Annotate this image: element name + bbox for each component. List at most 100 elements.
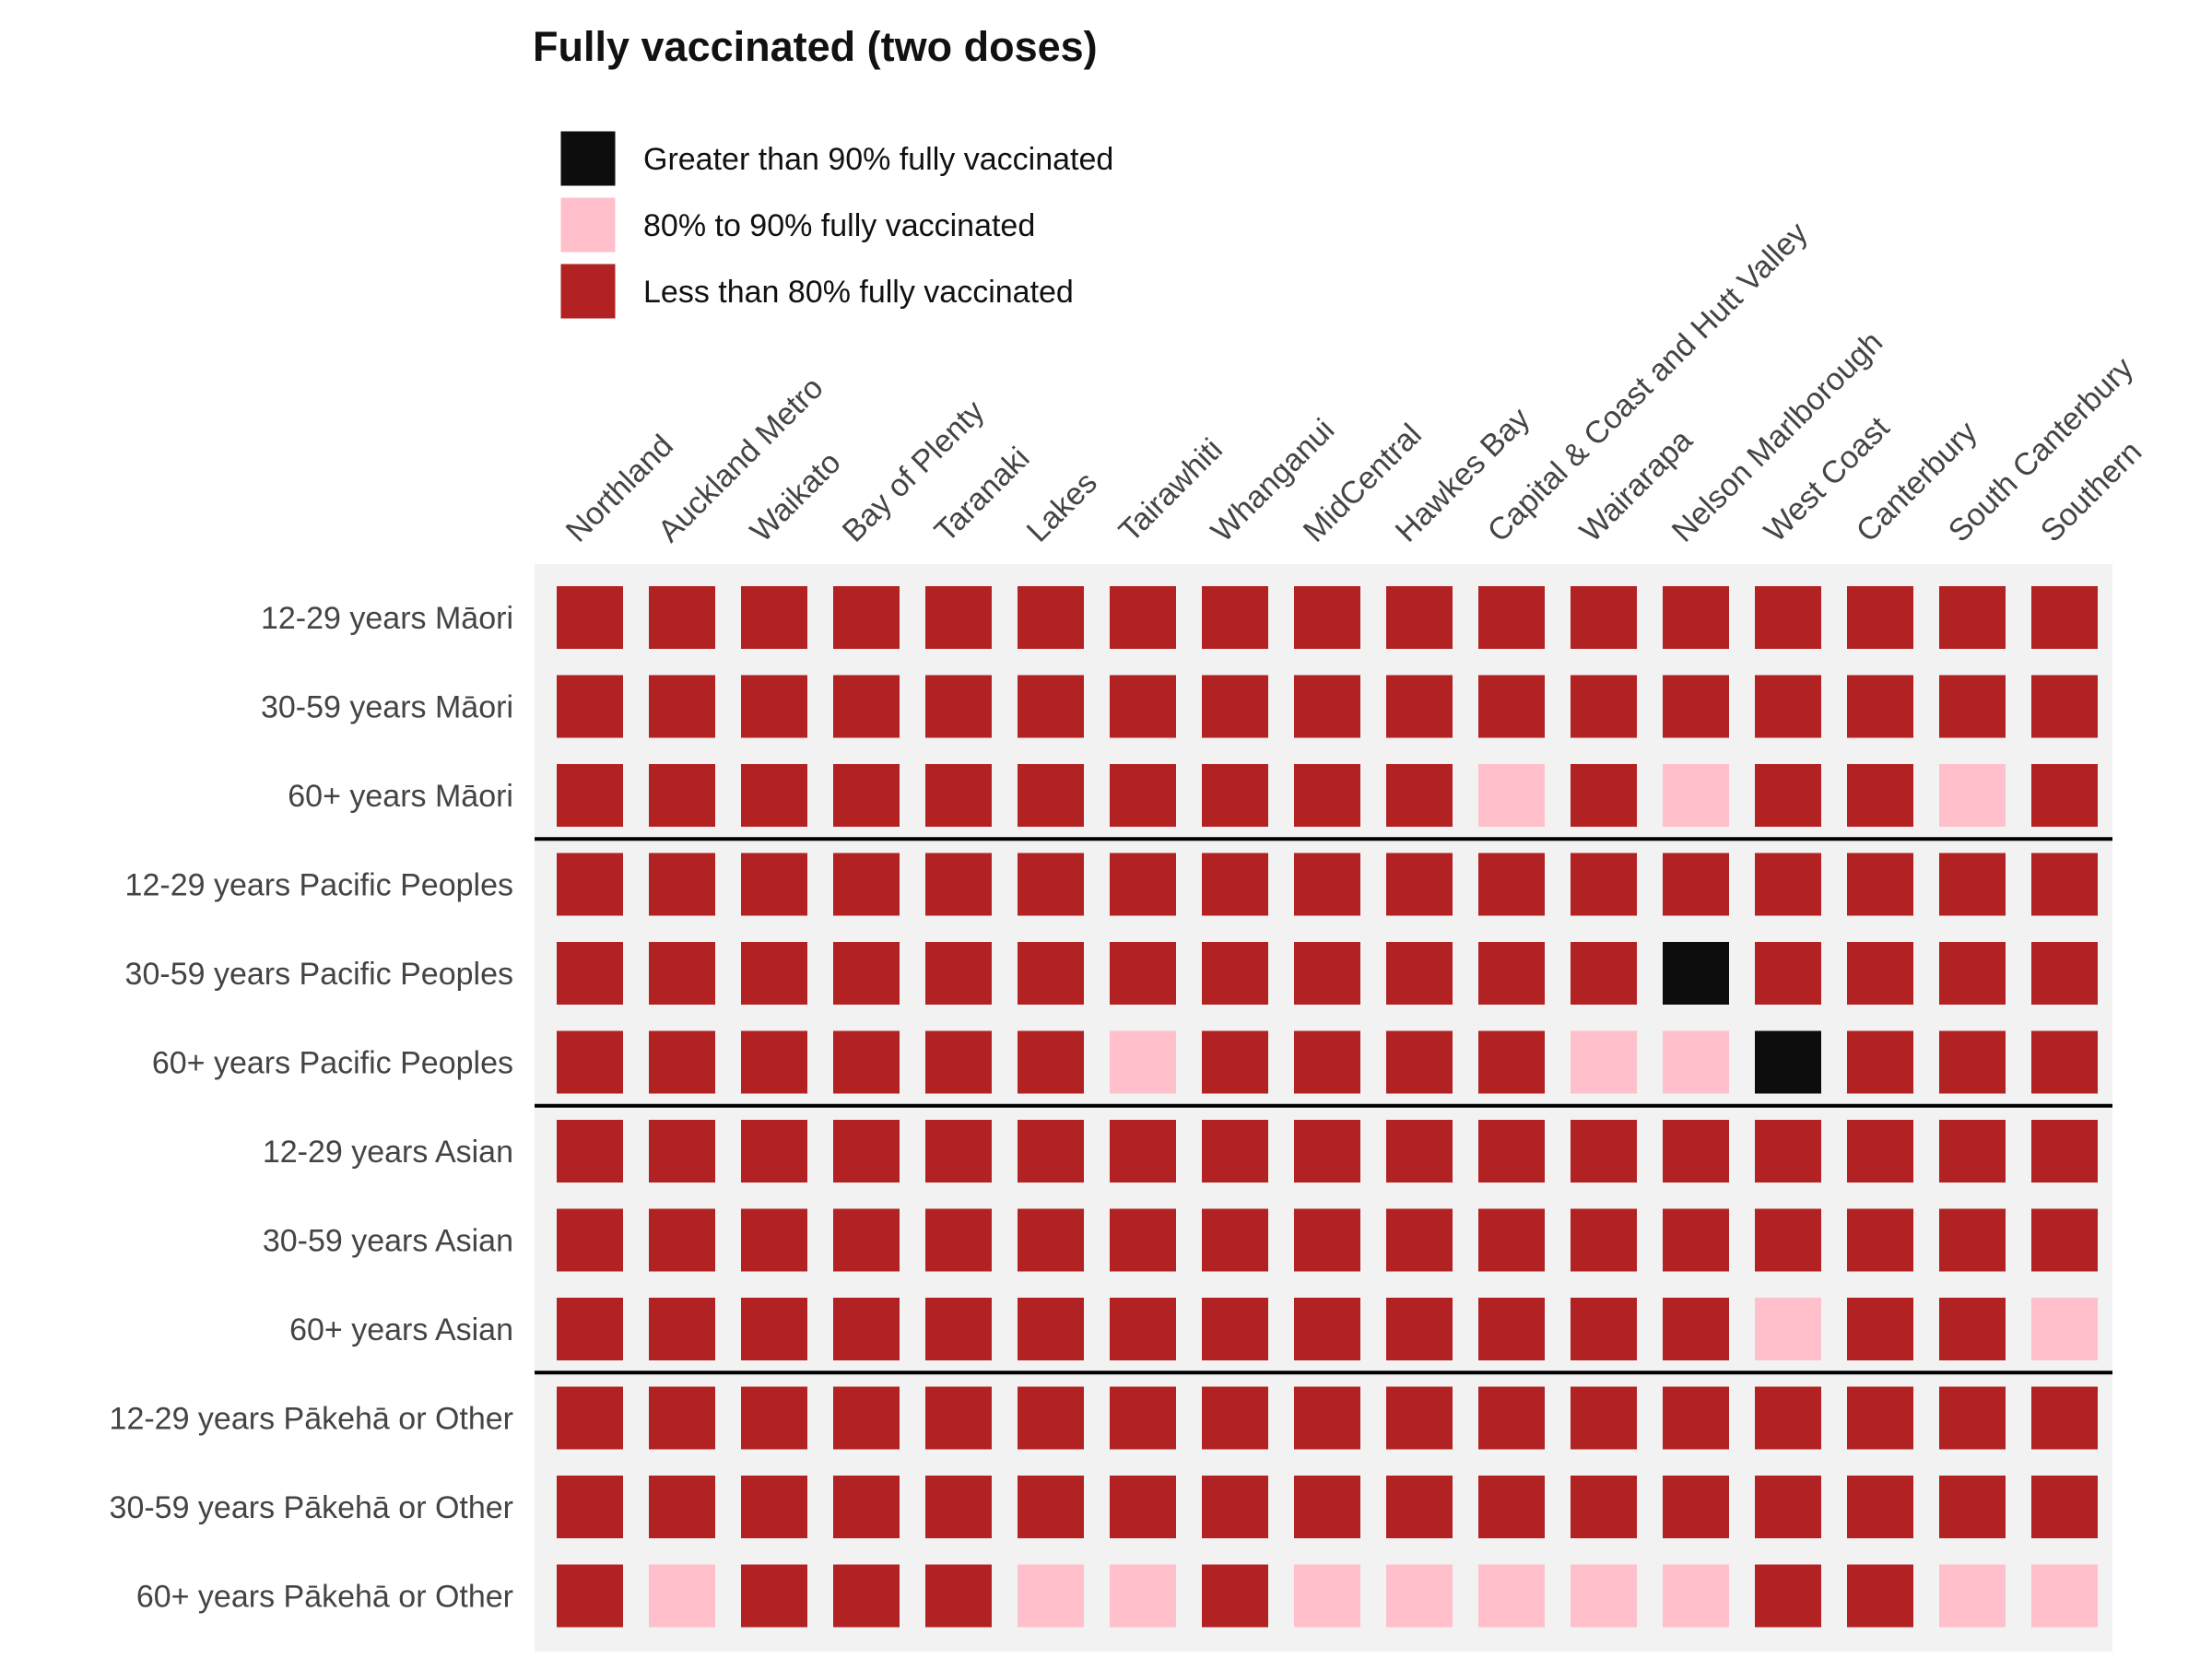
cell-60-years-pakeha-or-other-northland — [557, 1564, 623, 1628]
cell-30-59-years-asian-south-canterbury — [1939, 1208, 2006, 1272]
cell-30-59-years-asian-northland — [557, 1208, 623, 1272]
cell-60-years-pacific-peoples-south-canterbury — [1939, 1030, 2006, 1094]
cell-12-29-years-maori-bay-of-plenty — [833, 586, 900, 649]
cell-12-29-years-pacific-peoples-hawkes-bay — [1386, 853, 1453, 916]
cell-12-29-years-pacific-peoples-south-canterbury — [1939, 853, 2006, 916]
row-label-30-59-years-pakeha-or-other: 30-59 years Pākehā or Other — [110, 1490, 513, 1525]
cell-12-29-years-pacific-peoples-auckland-metro — [649, 853, 715, 916]
cell-60-years-pacific-peoples-midcentral — [1294, 1030, 1360, 1094]
cell-30-59-years-pacific-peoples-auckland-metro — [649, 942, 715, 1005]
cell-12-29-years-asian-lakes — [1018, 1120, 1084, 1182]
cell-12-29-years-pakeha-or-other-wairarapa — [1571, 1386, 1637, 1450]
cell-30-59-years-asian-hawkes-bay — [1386, 1208, 1453, 1272]
cell-60-years-pakeha-or-other-auckland-metro — [649, 1564, 715, 1628]
cell-30-59-years-asian-west-coast — [1755, 1208, 1821, 1272]
cell-12-29-years-asian-canterbury — [1847, 1120, 1913, 1182]
cell-60-years-asian-tairawhiti — [1110, 1298, 1176, 1360]
chart-title: Fully vaccinated (two doses) — [533, 23, 1098, 70]
cell-12-29-years-asian-wairarapa — [1571, 1120, 1637, 1182]
cell-30-59-years-maori-northland — [557, 675, 623, 738]
cell-12-29-years-pakeha-or-other-canterbury — [1847, 1386, 1913, 1450]
cell-60-years-pakeha-or-other-bay-of-plenty — [833, 1564, 900, 1628]
cell-12-29-years-asian-capital-and-coast-and-hutt-valley — [1478, 1120, 1545, 1182]
legend-swatch-high — [558, 128, 618, 189]
cell-60-years-maori-auckland-metro — [649, 764, 715, 827]
cell-12-29-years-asian-waikato — [741, 1120, 807, 1182]
cell-12-29-years-pacific-peoples-waikato — [741, 853, 807, 916]
cell-12-29-years-pakeha-or-other-lakes — [1018, 1386, 1084, 1450]
cell-30-59-years-pakeha-or-other-southern — [2031, 1476, 2098, 1538]
cell-60-years-maori-taranaki — [925, 764, 992, 827]
legend-label-low: Less than 80% fully vaccinated — [643, 275, 1074, 310]
row-label-60-years-maori: 60+ years Māori — [288, 779, 513, 814]
cell-30-59-years-pakeha-or-other-taranaki — [925, 1476, 992, 1538]
cell-30-59-years-maori-canterbury — [1847, 675, 1913, 738]
cell-12-29-years-asian-nelson-marlborough — [1663, 1120, 1729, 1182]
cell-30-59-years-pakeha-or-other-wairarapa — [1571, 1476, 1637, 1538]
cell-30-59-years-asian-capital-and-coast-and-hutt-valley — [1478, 1208, 1545, 1272]
cell-60-years-asian-taranaki — [925, 1298, 992, 1360]
cell-30-59-years-pakeha-or-other-south-canterbury — [1939, 1476, 2006, 1538]
cell-60-years-pakeha-or-other-tairawhiti — [1110, 1564, 1176, 1628]
cell-12-29-years-pakeha-or-other-hawkes-bay — [1386, 1386, 1453, 1450]
cell-12-29-years-pacific-peoples-west-coast — [1755, 853, 1821, 916]
cell-30-59-years-maori-southern — [2031, 675, 2098, 738]
cell-60-years-pakeha-or-other-taranaki — [925, 1564, 992, 1628]
cell-12-29-years-asian-south-canterbury — [1939, 1120, 2006, 1182]
cell-12-29-years-maori-capital-and-coast-and-hutt-valley — [1478, 586, 1545, 649]
cell-30-59-years-pacific-peoples-northland — [557, 942, 623, 1005]
cell-30-59-years-pacific-peoples-hawkes-bay — [1386, 942, 1453, 1005]
cell-60-years-pacific-peoples-bay-of-plenty — [833, 1030, 900, 1094]
cell-30-59-years-maori-auckland-metro — [649, 675, 715, 738]
cell-12-29-years-pakeha-or-other-whanganui — [1202, 1386, 1268, 1450]
cell-60-years-pakeha-or-other-waikato — [741, 1564, 807, 1628]
cell-12-29-years-pacific-peoples-midcentral — [1294, 853, 1360, 916]
row-label-30-59-years-asian: 30-59 years Asian — [263, 1224, 513, 1259]
cell-12-29-years-pakeha-or-other-tairawhiti — [1110, 1386, 1176, 1450]
cell-30-59-years-pacific-peoples-south-canterbury — [1939, 942, 2006, 1005]
cell-30-59-years-asian-whanganui — [1202, 1208, 1268, 1272]
legend-label-mid: 80% to 90% fully vaccinated — [643, 208, 1035, 243]
cell-30-59-years-pakeha-or-other-nelson-marlborough — [1663, 1476, 1729, 1538]
cell-12-29-years-pakeha-or-other-nelson-marlborough — [1663, 1386, 1729, 1450]
cell-12-29-years-maori-whanganui — [1202, 586, 1268, 649]
cell-12-29-years-maori-wairarapa — [1571, 586, 1637, 649]
cell-12-29-years-asian-taranaki — [925, 1120, 992, 1182]
cell-12-29-years-pacific-peoples-tairawhiti — [1110, 853, 1176, 916]
cell-60-years-asian-whanganui — [1202, 1298, 1268, 1360]
cell-60-years-pakeha-or-other-capital-and-coast-and-hutt-valley — [1478, 1564, 1545, 1628]
cell-30-59-years-pacific-peoples-capital-and-coast-and-hutt-valley — [1478, 942, 1545, 1005]
cell-12-29-years-maori-nelson-marlborough — [1663, 586, 1729, 649]
cell-12-29-years-maori-northland — [557, 586, 623, 649]
cell-12-29-years-pakeha-or-other-west-coast — [1755, 1386, 1821, 1450]
cell-12-29-years-pakeha-or-other-southern — [2031, 1386, 2098, 1450]
cell-12-29-years-asian-midcentral — [1294, 1120, 1360, 1182]
cell-60-years-asian-waikato — [741, 1298, 807, 1360]
cell-30-59-years-asian-waikato — [741, 1208, 807, 1272]
cell-60-years-asian-nelson-marlborough — [1663, 1298, 1729, 1360]
cell-12-29-years-asian-west-coast — [1755, 1120, 1821, 1182]
cell-12-29-years-pacific-peoples-bay-of-plenty — [833, 853, 900, 916]
column-label-lakes: Lakes — [1020, 465, 1104, 549]
cell-60-years-pacific-peoples-tairawhiti — [1110, 1030, 1176, 1094]
cell-12-29-years-maori-hawkes-bay — [1386, 586, 1453, 649]
cell-30-59-years-maori-wairarapa — [1571, 675, 1637, 738]
cell-12-29-years-pakeha-or-other-south-canterbury — [1939, 1386, 2006, 1450]
cell-60-years-maori-hawkes-bay — [1386, 764, 1453, 827]
cell-12-29-years-asian-bay-of-plenty — [833, 1120, 900, 1182]
cell-30-59-years-pacific-peoples-waikato — [741, 942, 807, 1005]
row-label-12-29-years-pacific-peoples: 12-29 years Pacific Peoples — [125, 868, 513, 903]
cell-12-29-years-pacific-peoples-capital-and-coast-and-hutt-valley — [1478, 853, 1545, 916]
cell-60-years-pakeha-or-other-south-canterbury — [1939, 1564, 2006, 1628]
cell-30-59-years-pakeha-or-other-capital-and-coast-and-hutt-valley — [1478, 1476, 1545, 1538]
cell-12-29-years-maori-southern — [2031, 586, 2098, 649]
cell-60-years-pacific-peoples-waikato — [741, 1030, 807, 1094]
cell-60-years-maori-west-coast — [1755, 764, 1821, 827]
cell-30-59-years-pakeha-or-other-west-coast — [1755, 1476, 1821, 1538]
cell-60-years-maori-lakes — [1018, 764, 1084, 827]
row-label-60-years-asian: 60+ years Asian — [289, 1312, 513, 1347]
cell-30-59-years-pakeha-or-other-midcentral — [1294, 1476, 1360, 1538]
cell-30-59-years-pacific-peoples-west-coast — [1755, 942, 1821, 1005]
cell-60-years-asian-midcentral — [1294, 1298, 1360, 1360]
cell-60-years-asian-lakes — [1018, 1298, 1084, 1360]
